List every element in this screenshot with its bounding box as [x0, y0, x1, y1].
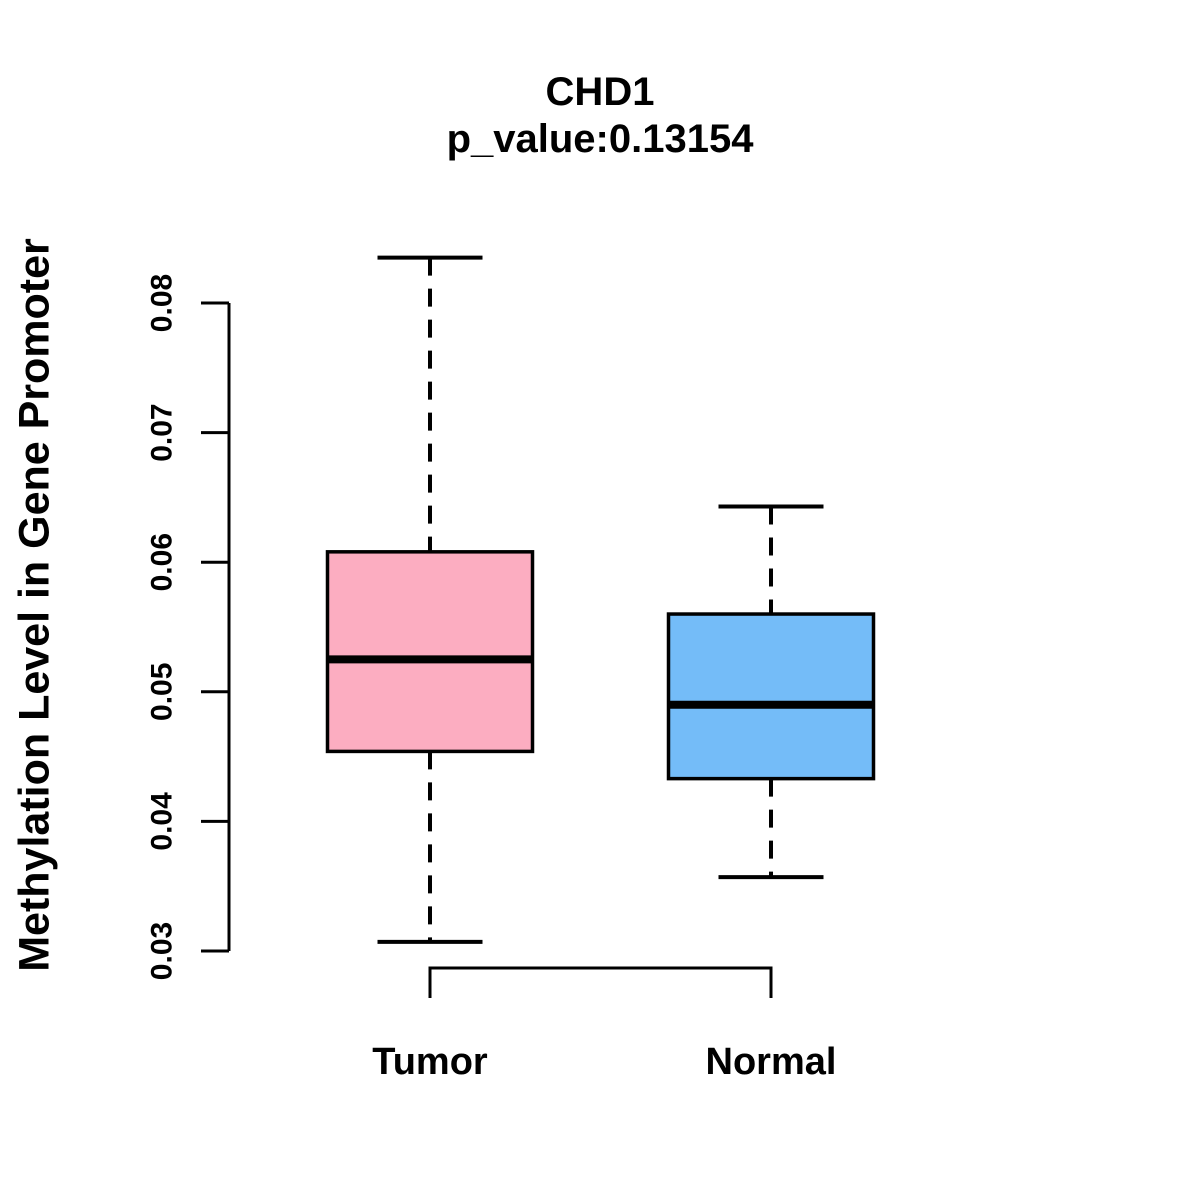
- y-axis-tick-label: 0.05: [146, 663, 179, 721]
- y-axis-tick-label: 0.06: [146, 533, 179, 591]
- normal-box: [666, 612, 876, 781]
- tumor-box: [325, 550, 535, 754]
- x-category-label-tumor: Tumor: [372, 1041, 488, 1083]
- y-axis-tick-label: 0.07: [146, 403, 179, 461]
- x-category-label-normal: Normal: [705, 1041, 837, 1083]
- y-axis-tick-label: 0.04: [146, 792, 179, 851]
- x-axis-bracket: [428, 966, 773, 998]
- plot-subtitle: p_value:0.13154: [446, 117, 754, 161]
- y-axis-tick-label: 0.03: [146, 922, 179, 980]
- y-axis-tick-label: 0.08: [146, 274, 179, 332]
- plot-title: CHD1: [545, 70, 655, 114]
